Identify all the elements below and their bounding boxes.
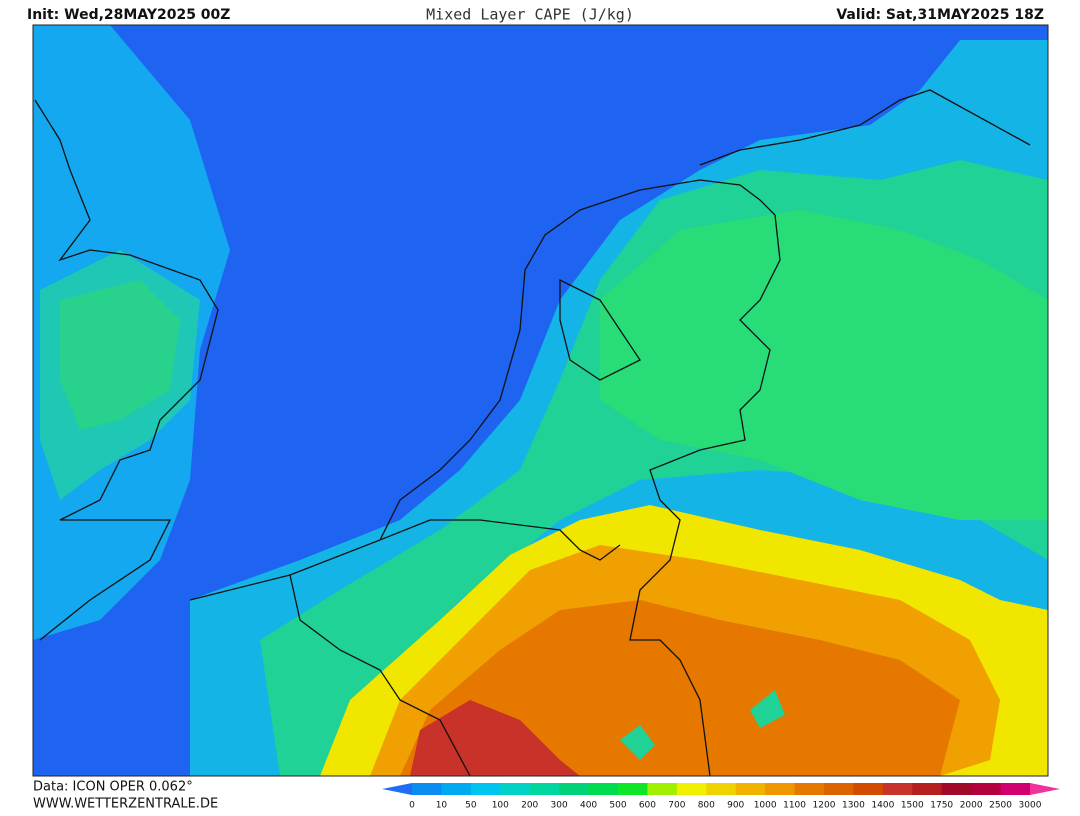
color-segment	[882, 783, 913, 795]
color-segment	[618, 783, 648, 795]
color-segment	[824, 783, 854, 795]
coastline	[559, 278, 641, 381]
colorbar-label: 1300	[842, 801, 865, 811]
colorbar-label: 600	[639, 801, 656, 811]
color-arrow	[1030, 783, 1060, 795]
website: WWW.WETTERZENTRALE.DE	[33, 797, 218, 812]
color-segment	[441, 783, 472, 795]
colorbar-label: 2000	[960, 801, 983, 811]
color-segment	[529, 783, 560, 795]
color-segment	[1000, 783, 1031, 795]
colorbar-label: 1500	[901, 801, 924, 811]
field-region	[600, 210, 1048, 520]
colorbar-label: 3000	[1019, 801, 1042, 811]
color-segment	[912, 783, 943, 795]
color-arrow	[382, 783, 412, 795]
colorbar-label: 50	[465, 801, 477, 811]
map-title: Mixed Layer CAPE (J/kg)	[426, 6, 634, 24]
coastline	[189, 179, 781, 776]
colorbar-label: 0	[409, 801, 415, 811]
color-segment	[470, 783, 501, 795]
colorbar-label: 2500	[989, 801, 1012, 811]
coastline	[699, 89, 1031, 166]
colorbar-label: 1000	[754, 801, 777, 811]
color-segment	[941, 783, 972, 795]
color-segment	[676, 783, 707, 795]
colorbar-label: 1750	[930, 801, 953, 811]
colorbar: 0 10 50 100 200 300 400 500 600 700 800 900 1000 1100…	[382, 783, 1060, 811]
color-segment	[500, 783, 531, 795]
colorbar-label: 400	[580, 801, 597, 811]
color-segment	[706, 783, 737, 795]
colorbar-label: 1400	[871, 801, 894, 811]
colorbar-label: 1100	[783, 801, 806, 811]
color-segment	[765, 783, 796, 795]
color-segment	[559, 783, 590, 795]
valid-time: Valid: Sat,31MAY2025 18Z	[836, 7, 1044, 23]
colorbar-label: 700	[668, 801, 685, 811]
map-area	[32, 24, 1049, 777]
colorbar-label: 300	[551, 801, 568, 811]
field-region	[60, 280, 180, 430]
init-time: Init: Wed,28MAY2025 00Z	[27, 7, 230, 23]
colorbar-label: 10	[436, 801, 448, 811]
color-segment	[647, 783, 678, 795]
color-segment	[794, 783, 825, 795]
color-segment	[853, 783, 884, 795]
colorbar-label: 900	[727, 801, 744, 811]
field-region	[410, 700, 580, 776]
border	[379, 519, 621, 561]
colorbar-label: 1200	[813, 801, 836, 811]
field-region	[620, 725, 655, 760]
color-segment	[412, 783, 442, 795]
color-segment	[588, 783, 619, 795]
field-region	[400, 600, 960, 776]
colorbar-label: 500	[609, 801, 626, 811]
coastline	[34, 99, 219, 641]
border	[289, 574, 471, 776]
field-region	[750, 690, 785, 728]
colorbar-label: 100	[492, 801, 509, 811]
color-segment	[971, 783, 1002, 795]
map-frame	[32, 24, 1049, 777]
color-segment	[735, 783, 766, 795]
colorbar-label: 200	[521, 801, 538, 811]
data-source: Data: ICON OPER 0.062°	[33, 780, 193, 795]
colorbar-label: 800	[698, 801, 715, 811]
